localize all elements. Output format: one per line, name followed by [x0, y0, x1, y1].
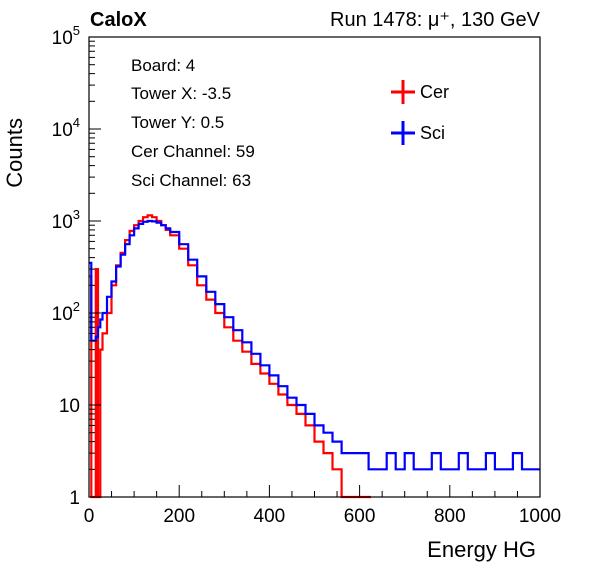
series-line-cer: [89, 214, 371, 499]
series-layer: [89, 214, 540, 499]
series-line-sci: [89, 219, 540, 471]
info-box: Board: 4 Tower X: -3.5 Tower Y: 0.5 Cer …: [131, 56, 255, 190]
legend-marker-cer: [391, 80, 415, 104]
legend: Cer Sci: [391, 80, 449, 145]
y-tick-label: 102: [52, 299, 80, 325]
x-tick-label: 200: [163, 506, 195, 527]
x-tick-label: 0: [84, 506, 95, 527]
info-line-sci-channel: Sci Channel: 63: [131, 171, 251, 190]
legend-label-sci: Sci: [420, 123, 445, 143]
info-line-cer-channel: Cer Channel: 59: [131, 142, 255, 161]
info-line-board: Board: 4: [131, 56, 195, 75]
tick-layer: 0 200 400 600 800 1000 1 10 102 103 104 105: [52, 23, 562, 527]
y-tick-label: 10: [59, 396, 80, 417]
run-info-label: Run 1478: μ⁺, 130 GeV: [330, 9, 541, 31]
x-tick-label: 800: [434, 506, 466, 527]
info-line-tower-x: Tower X: -3.5: [131, 84, 231, 103]
x-axis-title: Energy HG: [427, 537, 536, 562]
y-tick-label: 103: [52, 207, 80, 233]
y-axis-title: Counts: [2, 118, 27, 188]
x-tick-label: 400: [254, 506, 286, 527]
x-tick-label: 1000: [519, 506, 561, 527]
experiment-label: CaloX: [90, 9, 147, 31]
y-tick-label: 105: [52, 23, 80, 49]
legend-label-cer: Cer: [420, 82, 449, 102]
y-tick-label: 1: [69, 488, 80, 509]
info-line-tower-y: Tower Y: 0.5: [131, 113, 224, 132]
x-tick-label: 600: [344, 506, 376, 527]
legend-marker-sci: [391, 121, 415, 145]
y-tick-label: 104: [52, 115, 80, 141]
